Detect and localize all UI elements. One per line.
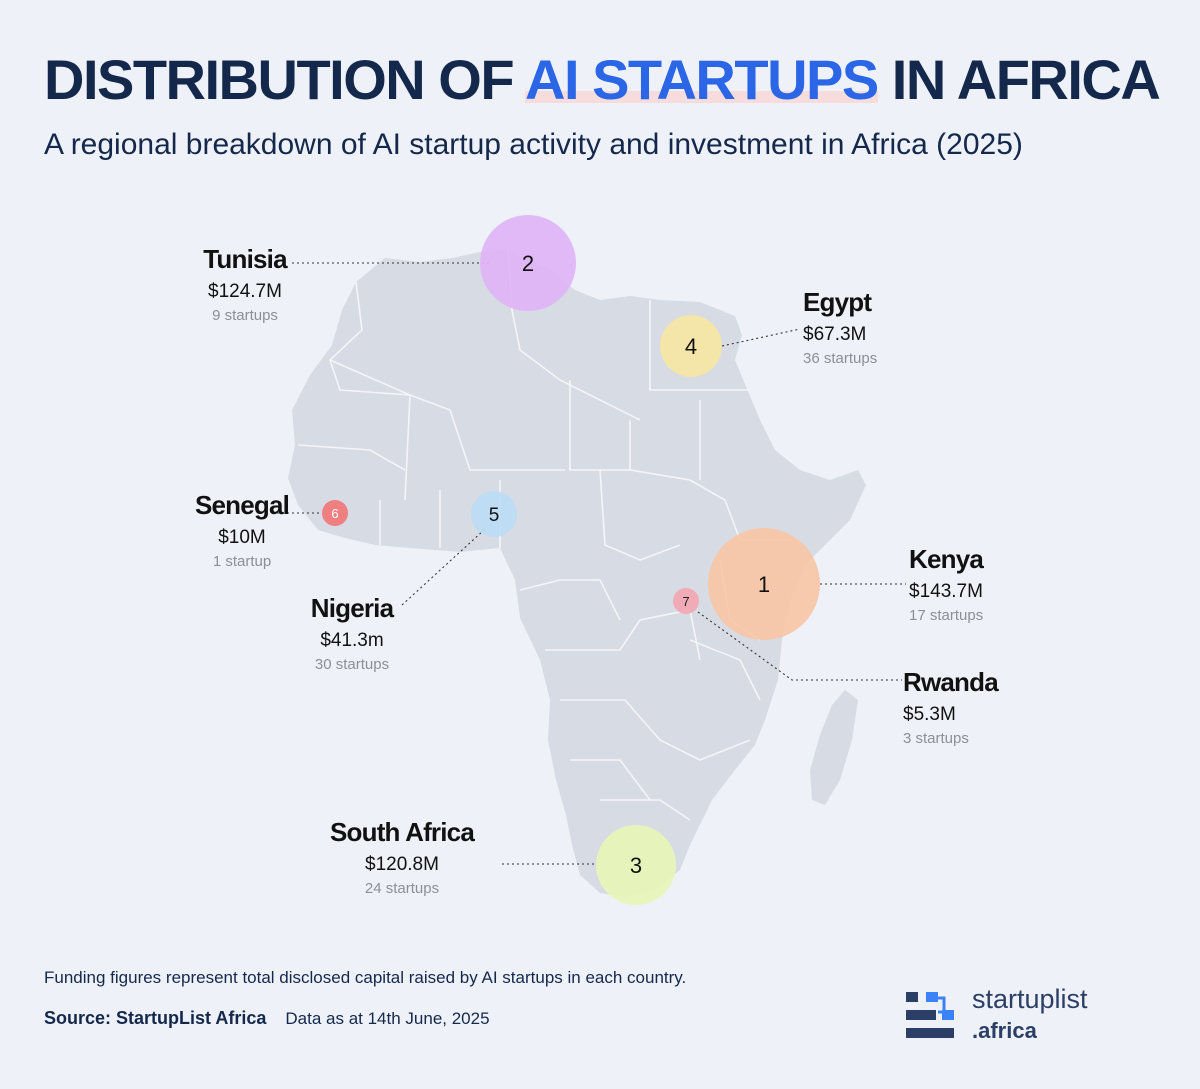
country-name: Senegal [194,490,290,520]
label-kenya: Kenya $143.7M 17 startups [909,544,984,624]
bubble-nigeria: 5 [471,491,517,537]
bubble-rank: 2 [522,251,534,276]
country-name: Kenya [909,544,984,574]
country-funding: $124.7M [208,281,282,302]
country-name: Rwanda [903,667,999,697]
label-nigeria: Nigeria $41.3m 30 startups [282,593,422,673]
source-line: Source: StartupList Africa Data as at 14… [44,1008,490,1029]
leader-nigeria [401,529,485,606]
bubble-rank: 4 [685,334,697,359]
page-title: DISTRIBUTION OF AI STARTUPS IN AFRICA [44,48,1161,111]
bubble-rank: 6 [331,506,338,521]
bubble-south-africa: 3 [596,825,676,905]
label-egypt: Egypt $67.3M 36 startups [803,287,877,367]
label-tunisia: Tunisia $124.7M 9 startups [190,244,300,324]
data-date: Data as at 14th June, 2025 [285,1009,490,1028]
bubble-circle [708,528,820,640]
country-name: South Africa [329,817,475,847]
bubble-rank: 3 [630,853,642,878]
country-startups: 3 startups [903,730,969,747]
title-highlight: AI STARTUPS [525,48,879,111]
bubble-kenya: 1 [708,528,820,640]
bubble-rank: 5 [489,505,500,526]
leader-egypt [721,328,801,347]
bubble-circle [471,491,517,537]
bubble-rank: 1 [758,572,770,597]
leader-rwanda [697,611,902,681]
bubble-circle [480,215,576,311]
bubble-egypt: 4 [660,315,722,377]
source-label: Source: StartupList Africa [44,1008,267,1028]
logo-wordmark: startuplist [972,984,1088,1014]
country-funding: $143.7M [909,581,983,602]
label-rwanda: Rwanda $5.3M 3 startups [903,667,999,747]
country-funding: $5.3M [903,704,956,725]
page-subtitle: A regional breakdown of AI startup activ… [44,128,1023,161]
country-name: Tunisia [203,244,287,274]
country-startups: 9 startups [212,307,278,324]
bubble-rwanda: 7 [673,588,699,614]
bubble-circle [596,825,676,905]
madagascar [810,690,858,805]
leader-lines [272,262,906,865]
country-funding: $120.8M [365,854,439,875]
country-funding: $41.3m [320,630,384,651]
logo-domain: .africa [972,1018,1037,1043]
country-borders [297,247,790,821]
label-senegal: Senegal $10M 1 startup [162,490,322,570]
bubble-rank: 7 [682,594,689,609]
country-name: Nigeria [310,593,394,623]
startuplist-logo-icon [906,992,954,1038]
country-funding: $67.3M [803,324,867,345]
africa-landmass [288,248,866,897]
bubble-circle [660,315,722,377]
country-startups: 17 startups [909,607,984,624]
bubble-tunisia: 2 [480,215,576,311]
country-funding: $10M [218,527,266,548]
bubble-senegal: 6 [322,500,348,526]
label-south-africa: South Africa $120.8M 24 startups [322,817,482,897]
country-startups: 24 startups [364,880,440,897]
country-startups: 36 startups [803,350,878,367]
country-startups: 1 startup [212,553,272,570]
country-startups: 30 startups [314,656,390,673]
country-name: Egypt [803,287,872,317]
bubble-circle [322,500,348,526]
bubble-circle [673,588,699,614]
footnote: Funding figures represent total disclose… [44,968,687,987]
